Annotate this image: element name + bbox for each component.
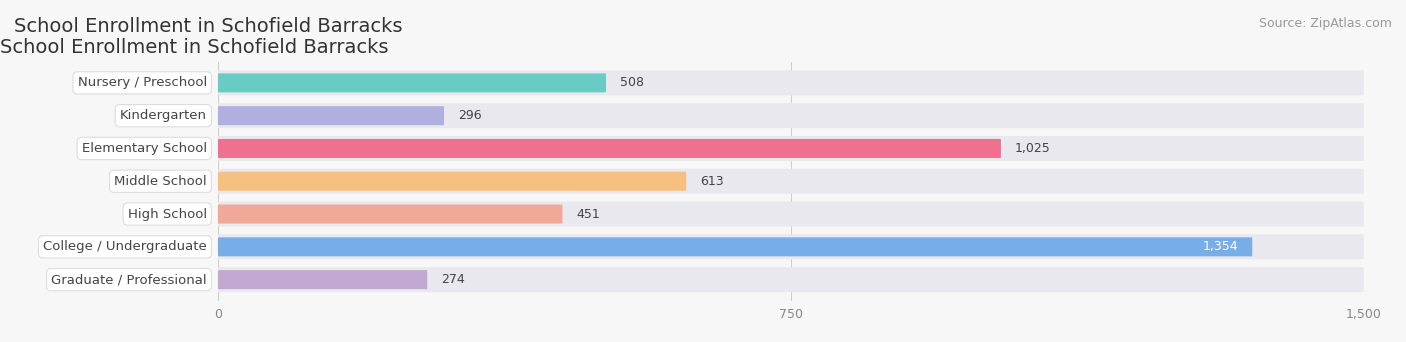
Text: High School: High School [128, 208, 207, 221]
FancyBboxPatch shape [218, 205, 562, 224]
Text: 296: 296 [458, 109, 481, 122]
Text: 508: 508 [620, 76, 644, 89]
Text: Middle School: Middle School [114, 175, 207, 188]
Text: Kindergarten: Kindergarten [120, 109, 207, 122]
FancyBboxPatch shape [218, 70, 1364, 95]
Text: Elementary School: Elementary School [82, 142, 207, 155]
Text: School Enrollment in Schofield Barracks: School Enrollment in Schofield Barracks [14, 17, 402, 36]
FancyBboxPatch shape [218, 237, 1253, 256]
Text: 274: 274 [441, 273, 465, 286]
FancyBboxPatch shape [218, 103, 1364, 128]
Text: Graduate / Professional: Graduate / Professional [51, 273, 207, 286]
FancyBboxPatch shape [218, 136, 1364, 161]
FancyBboxPatch shape [218, 169, 1364, 194]
FancyBboxPatch shape [218, 139, 1001, 158]
FancyBboxPatch shape [218, 267, 1364, 292]
Text: 1,025: 1,025 [1015, 142, 1050, 155]
Text: College / Undergraduate: College / Undergraduate [44, 240, 207, 253]
FancyBboxPatch shape [218, 106, 444, 125]
Text: 1,354: 1,354 [1204, 240, 1239, 253]
FancyBboxPatch shape [218, 201, 1364, 226]
Text: Nursery / Preschool: Nursery / Preschool [77, 76, 207, 89]
Text: Source: ZipAtlas.com: Source: ZipAtlas.com [1258, 17, 1392, 30]
FancyBboxPatch shape [218, 270, 427, 289]
Text: School Enrollment in Schofield Barracks: School Enrollment in Schofield Barracks [0, 38, 388, 57]
FancyBboxPatch shape [218, 74, 606, 92]
Text: 451: 451 [576, 208, 600, 221]
Text: 613: 613 [700, 175, 724, 188]
FancyBboxPatch shape [218, 234, 1364, 259]
FancyBboxPatch shape [218, 172, 686, 191]
